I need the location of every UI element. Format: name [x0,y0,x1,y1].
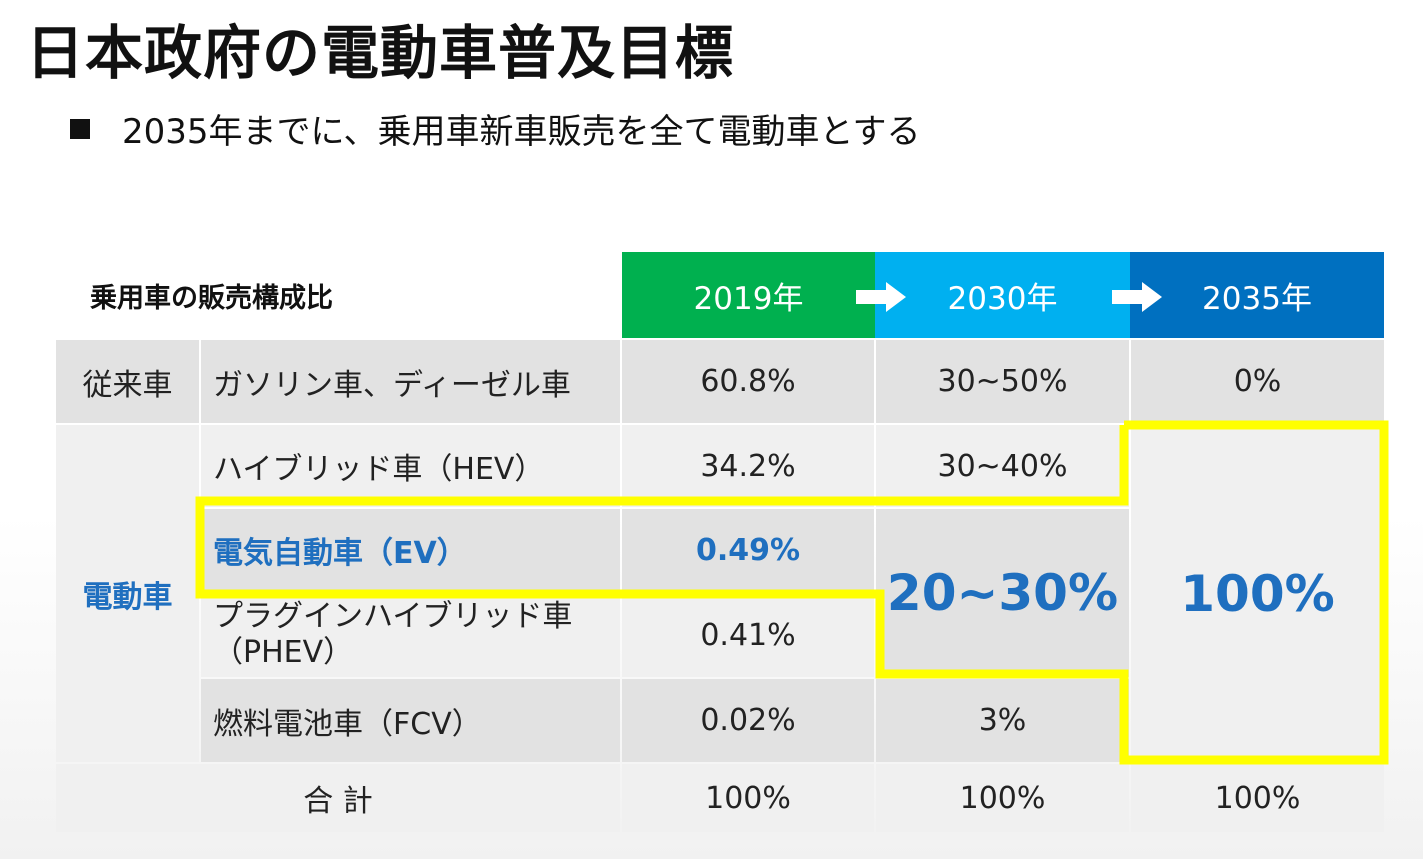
row-label-hev: ハイブリッド車（HEV） [201,425,620,507]
row-label-phev-line1: プラグインハイブリッド車 [213,599,573,634]
row-label-gasoline-diesel: ガソリン車、ディーゼル車 [201,340,620,423]
value-hev-2030: 30~40% [876,425,1129,507]
square-bullet-icon [70,118,90,139]
value-hev-2019: 34.2% [622,425,874,507]
row-label-ev: 電気自動車（EV） [201,509,620,591]
total-2030: 100% [876,764,1129,832]
group-label-electric: 電動車 [56,425,199,762]
right-arrow-icon [1112,282,1162,312]
value-electric-2035: 100% [1131,425,1384,762]
row-label-fcv: 燃料電池車（FCV） [201,679,620,762]
value-ev-2019: 0.49% [622,509,874,591]
group-label-conventional: 従来車 [56,340,199,423]
row-label-phev: プラグインハイブリッド車 （PHEV） [201,593,620,677]
total-2019: 100% [622,764,874,832]
bullet-point: 2035年までに、乗用車新車販売を全て電動車とする [70,104,921,153]
page-title: 日本政府の電動車普及目標 [26,19,735,87]
right-arrow-icon [856,282,906,312]
value-phev-2019: 0.41% [622,593,874,677]
value-fcv-2030: 3% [876,679,1129,762]
value-fcv-2019: 0.02% [622,679,874,762]
row-label-phev-line2: （PHEV） [213,635,354,670]
value-conventional-2035: 0% [1131,340,1384,423]
total-2035: 100% [1131,764,1384,832]
total-label: 合 計 [56,764,620,832]
table-header-label: 乗用車の販売構成比 [56,252,622,338]
value-conventional-2019: 60.8% [622,340,874,423]
value-ev-phev-2030: 20~30% [876,509,1129,677]
year-header-2030: 2030年 [875,252,1130,338]
year-header-2035: 2035年 [1130,252,1384,338]
value-conventional-2030: 30~50% [876,340,1129,423]
bullet-text: 2035年までに、乗用車新車販売を全て電動車とする [122,112,921,152]
year-header-2019: 2019年 [622,252,875,338]
